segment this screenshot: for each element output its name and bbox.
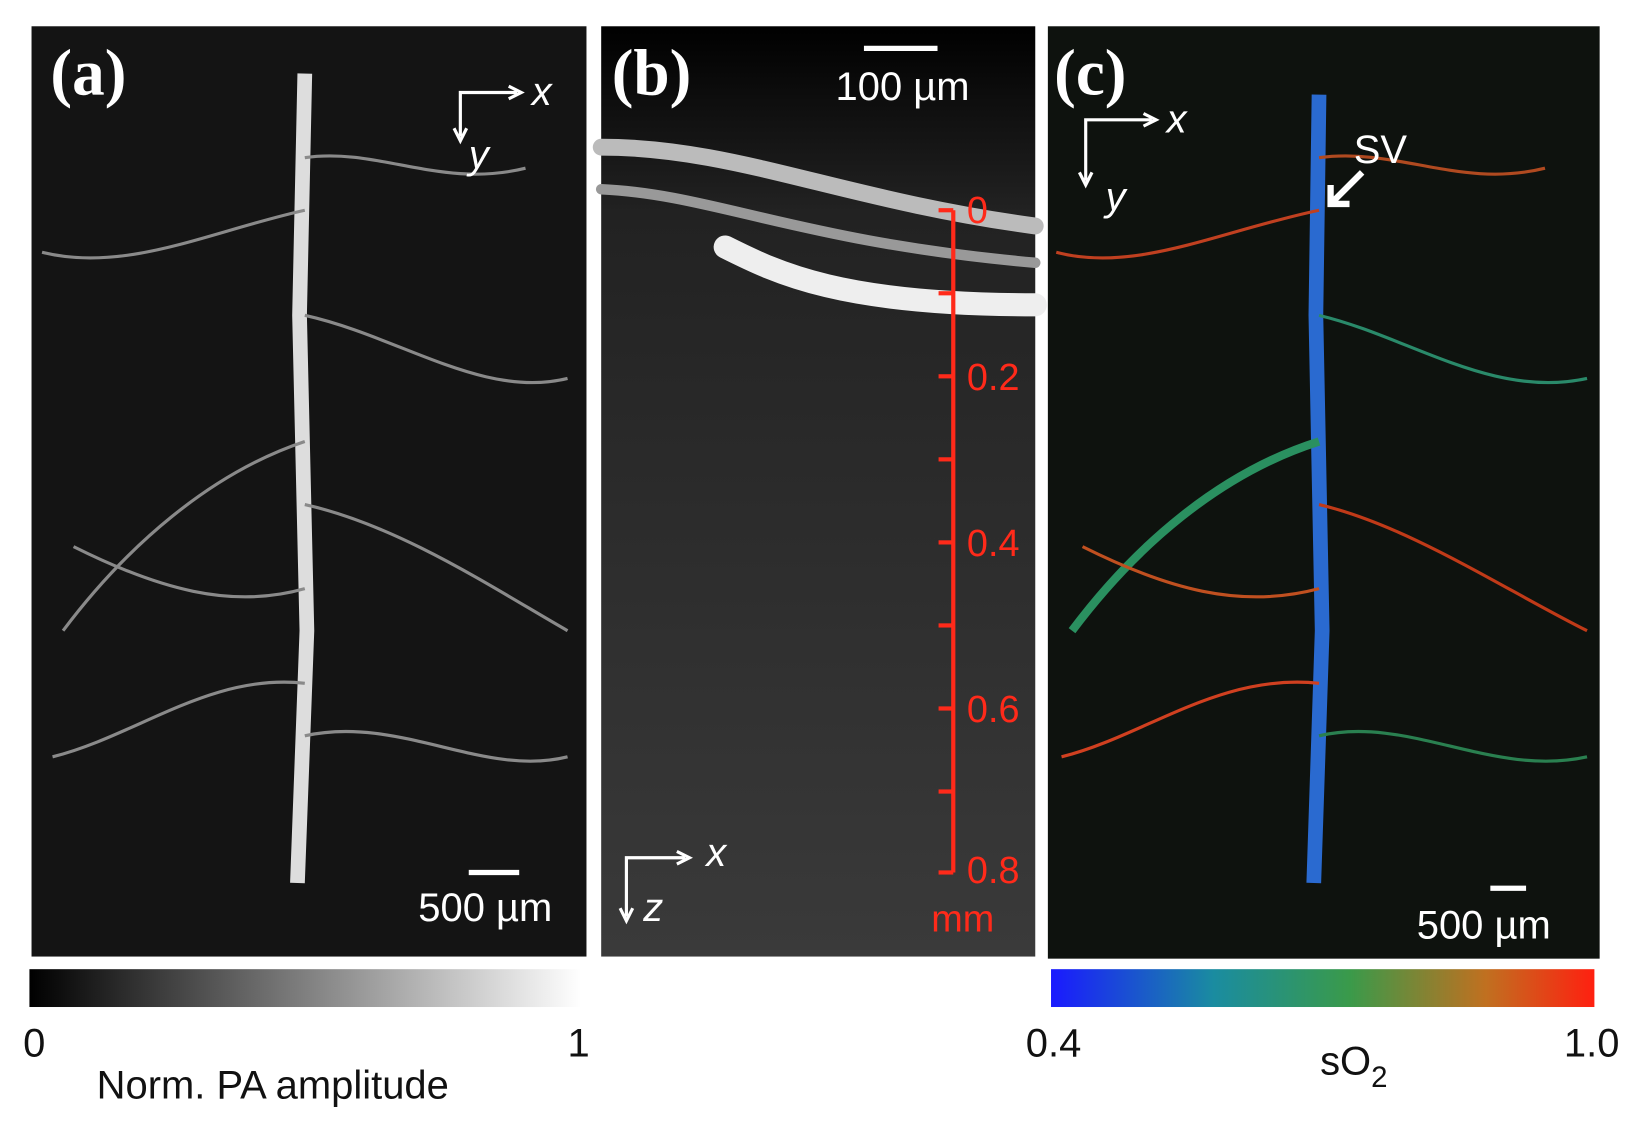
vessels-c: [1055, 94, 1588, 884]
colorbar-gray: [29, 969, 582, 1008]
panel-label: (b): [612, 38, 692, 110]
colorbar-title: sO2: [1320, 1039, 1387, 1094]
axis-arrows: [1077, 112, 1160, 189]
colorbar-so2: [1051, 969, 1595, 1008]
depth-tick-label: 0.4: [967, 523, 1020, 565]
tissue-layers: [592, 138, 1047, 317]
annotation: SV: [1354, 128, 1408, 172]
panel-label: (a): [50, 38, 126, 110]
colorbar-title: Norm. PA amplitude: [97, 1063, 449, 1107]
colorbar-min: 0.4: [1026, 1021, 1082, 1065]
colorbar-title-text: sO: [1320, 1039, 1371, 1083]
colorbar-max: 1.0: [1564, 1021, 1620, 1065]
axis-label: x: [530, 70, 554, 114]
colorbar-max: 1: [568, 1021, 590, 1065]
axis-arrows: [452, 84, 525, 145]
scale-label: 100 µm: [836, 65, 970, 109]
depth-unit: mm: [931, 898, 994, 940]
depth-tick-label: 0: [967, 190, 988, 232]
axis-label: y: [466, 133, 491, 177]
depth-ruler: [938, 208, 956, 875]
axis-label: z: [642, 886, 663, 930]
scale-label: 500 µm: [418, 886, 552, 930]
depth-tick-label: 0.2: [967, 357, 1020, 399]
vessels-a: [41, 73, 569, 884]
scale-label: 500 µm: [1417, 904, 1551, 948]
axis-label: y: [1103, 175, 1128, 219]
axis-label: x: [1165, 97, 1189, 141]
depth-tick-label: 0.8: [967, 850, 1020, 892]
depth-tick-label: 0.6: [967, 689, 1020, 731]
panel-b-image: [601, 26, 1036, 957]
axis-label: x: [704, 831, 728, 875]
colorbar-min: 0: [23, 1021, 45, 1065]
panel-label: (c): [1054, 38, 1126, 110]
colorbar-title-subscript: 2: [1371, 1061, 1387, 1094]
annotation-arrow: [1327, 170, 1365, 208]
axis-arrows: [618, 850, 693, 925]
